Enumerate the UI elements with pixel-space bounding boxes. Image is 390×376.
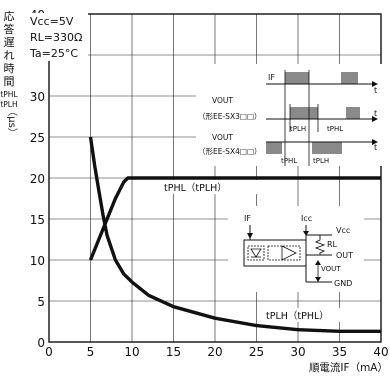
- if-pulse-2: [341, 72, 358, 84]
- y-tick-label: 0: [37, 336, 45, 350]
- vout2-low-2: [312, 142, 342, 154]
- tphl-label-2: tPHL: [281, 157, 297, 165]
- y-axis-label: 応 答 遅 れ 時 間 tPHL tPLH （μs）: [0, 9, 18, 138]
- y-tick-label: 5: [37, 295, 45, 309]
- vout1-pulse-1: [290, 107, 318, 119]
- y-tick-label: 25: [30, 131, 45, 145]
- y-label-sub-tplh: tPLH: [0, 100, 17, 109]
- vout1-pulse-2: [346, 107, 360, 119]
- conditions-box: Vcc=5V RL=330Ω Ta=25°C: [26, 13, 88, 61]
- y-label-char-0: 応: [4, 9, 15, 23]
- tplh-label-2: tPLH: [313, 157, 329, 165]
- y-label-char-5: 間: [4, 75, 15, 88]
- if-pulse-1: [285, 72, 309, 84]
- x-tick-label: 10: [124, 345, 139, 359]
- y-tick-label: 10: [30, 254, 45, 268]
- y-tick-label: 15: [30, 213, 45, 227]
- y-label-sub-tphl: tPHL: [0, 90, 18, 99]
- series-label-tplh: tPLH（tPHL）: [266, 310, 329, 322]
- x-tick-label: 30: [290, 345, 305, 359]
- circuit-diagram-inset: IF Icc Vcc RL OUT VOUT GND: [228, 206, 364, 292]
- condition-rl: RL=330Ω: [30, 31, 82, 44]
- series-line-tphl: [88, 176, 381, 261]
- condition-vcc: Vcc=5V: [30, 15, 74, 28]
- vout1-model: （形EE-SX3□□）: [198, 112, 262, 121]
- tplh-label-1: tPLH: [290, 125, 306, 133]
- vout1-label: VOUT: [212, 96, 233, 105]
- x-tick-label: 25: [249, 345, 264, 359]
- x-tick-label: 20: [207, 345, 222, 359]
- series-lines: [88, 136, 381, 333]
- timing-t-label-2: t: [374, 109, 377, 118]
- x-tick-label: 15: [166, 345, 181, 359]
- x-tick-label: 0: [45, 345, 53, 359]
- timing-diagram-inset: IF t VOUT （形EE-SX3□□） t tPLH tPHL VOUT （…: [196, 64, 382, 166]
- circuit-gnd-label: GND: [334, 279, 352, 288]
- timing-t-label-3: t: [374, 143, 377, 152]
- x-tick-label: 5: [87, 345, 95, 359]
- x-tick-label: 40: [373, 345, 388, 359]
- series-label-tphl: tPHL（tPLH）: [164, 182, 227, 194]
- vout2-low-1: [266, 142, 282, 154]
- y-tick-label: 20: [30, 172, 45, 186]
- y-tick-label: 30: [30, 90, 45, 104]
- circuit-out-label: OUT: [336, 251, 353, 260]
- y-label-char-2: 遅: [4, 36, 15, 49]
- circuit-if-label: IF: [244, 214, 251, 223]
- y-label-char-3: れ: [4, 49, 15, 62]
- circuit-rl-label: RL: [327, 240, 338, 249]
- timing-t-label-1: t: [374, 86, 377, 95]
- vout2-label: VOUT: [212, 133, 233, 142]
- x-axis-label: 順電流IF（mA）: [309, 361, 388, 374]
- photo-ic-box: [243, 239, 307, 267]
- y-label-char-4: 時: [4, 62, 15, 75]
- series-line-tplh: [88, 136, 381, 333]
- circuit-vout-label: VOUT: [321, 265, 341, 273]
- vout2-model: （形EE-SX4□□）: [198, 147, 262, 156]
- timing-if-label: IF: [268, 73, 275, 82]
- y-label-char-1: 答: [4, 22, 15, 36]
- circuit-icc-label: Icc: [301, 214, 312, 223]
- tphl-label-1: tPHL: [327, 125, 343, 133]
- y-label-unit: （μs）: [6, 106, 18, 138]
- resistor-rl: [314, 235, 326, 255]
- condition-ta: Ta=25°C: [29, 47, 78, 60]
- x-tick-label: 35: [332, 345, 347, 359]
- circuit-vcc-label: Vcc: [336, 226, 350, 235]
